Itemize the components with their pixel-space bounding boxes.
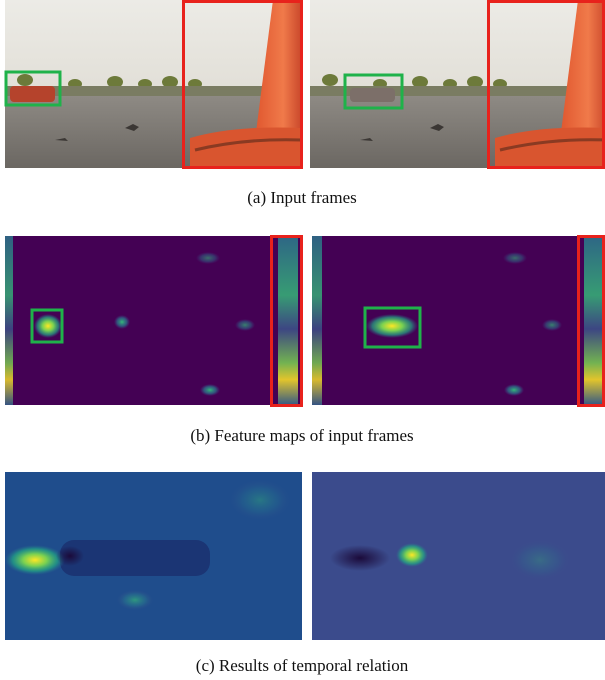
figure: (a) Input frames (b) Feature maps of inp… [0,0,605,680]
caption: (b) Feature maps of input frames [190,426,413,445]
shape-rect [278,236,298,405]
shape-ellipse [510,540,570,580]
shape-rect [350,88,395,102]
caption: (a) Input frames [247,188,357,207]
shape-ellipse [56,546,84,566]
input-frame [310,0,605,168]
shape-ellipse [396,543,428,567]
feature-map [312,236,605,405]
page: {"panels": [ {"caption": "(a) Input fram… [0,0,605,680]
shape-rect [5,236,13,405]
relation-map [312,472,605,640]
relation-map [5,472,302,640]
shape-ellipse [34,314,62,338]
shape-ellipse [366,314,418,338]
input-frame [5,0,302,168]
shape-ellipse [114,315,130,329]
shape-rect [584,236,605,405]
shape-rect [312,236,322,405]
shape-rect [10,86,55,102]
shape-ellipse [542,319,562,331]
body: (a) Input frames (b) Feature maps of inp… [0,0,605,680]
shape-ellipse [235,319,255,331]
caption: (c) Results of temporal relation [196,656,409,675]
feature-map [5,236,302,405]
shape-ellipse [200,384,220,396]
shape-ellipse [504,384,524,396]
shape-ellipse [5,545,65,575]
shape-ellipse [230,480,290,520]
shape-ellipse [117,590,153,610]
shape-ellipse [196,252,220,264]
shape-rect [312,236,605,405]
shape-ellipse [330,545,390,571]
shape-ellipse [503,252,527,264]
